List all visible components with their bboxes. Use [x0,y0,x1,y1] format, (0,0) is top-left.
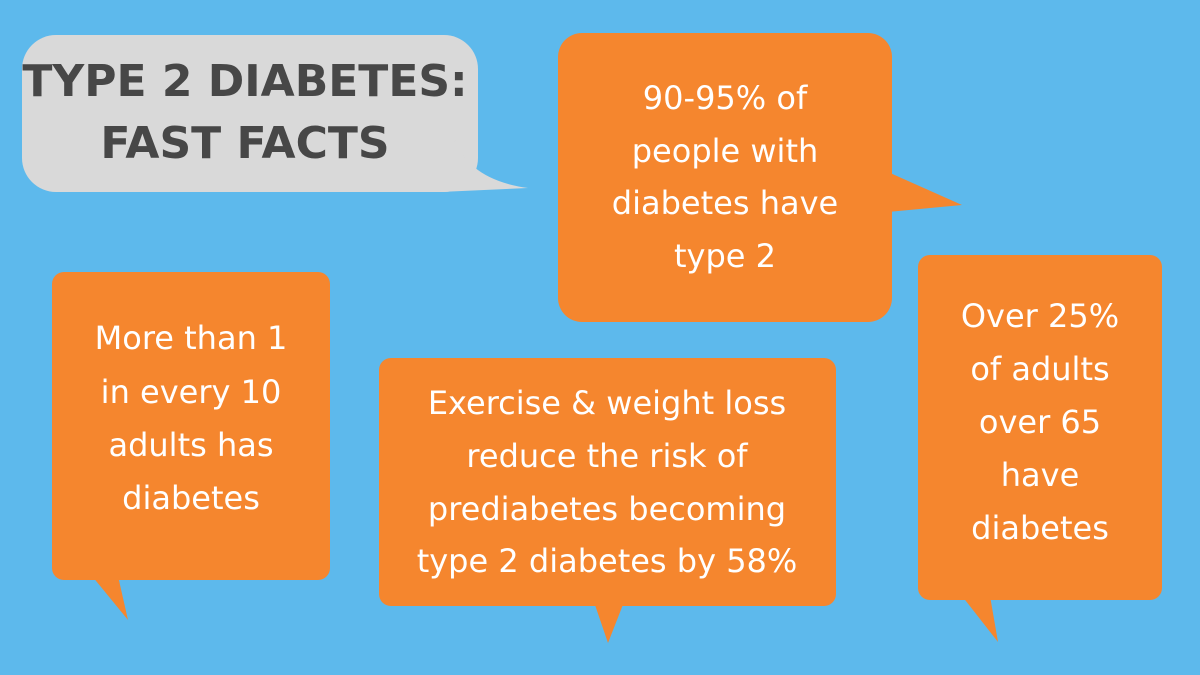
fact-line: Exercise & weight loss [428,384,786,422]
fact-line: type 2 diabetes by 58% [417,542,798,580]
fact-bubble: Over 25% of adults over 65 have diabetes [918,255,1162,642]
bubble-body [558,33,892,322]
bubble-body [918,255,1162,600]
fact-bubble: 90-95% of people with diabetes have type… [558,33,962,322]
fact-line: type 2 [674,237,776,275]
fact-line: reduce the risk of [466,437,748,475]
fact-line: More than 1 [95,319,288,357]
fact-line: people with [632,132,819,170]
title-line: FAST FACTS [100,118,389,169]
bubble-body [52,272,330,580]
fact-line: prediabetes becoming [428,490,786,528]
fact-line: in every 10 [101,373,282,411]
title-bubble: TYPE 2 DIABETES: FAST FACTS [22,35,528,192]
bubble-tail [888,172,962,212]
fact-line: have [1001,456,1080,494]
fact-bubble: More than 1 in every 10 adults has diabe… [52,272,330,620]
bubble-tail [92,576,128,620]
bubble-body [379,358,836,606]
bubble-tail [962,596,998,642]
fact-line: diabetes [971,509,1109,547]
fact-line: of adults [970,350,1109,388]
fact-line: diabetes [122,479,260,517]
bubble-body [22,35,478,192]
fact-bubble: Exercise & weight loss reduce the risk o… [379,358,836,643]
fact-line: 90-95% of [643,79,808,117]
bubble-tail [594,602,624,643]
fact-line: over 65 [979,403,1101,441]
fact-line: diabetes have [612,184,838,222]
fact-line: adults has [108,426,273,464]
title-line: TYPE 2 DIABETES: [22,56,467,107]
fact-line: Over 25% [961,297,1119,335]
bubble-tail [440,140,528,192]
